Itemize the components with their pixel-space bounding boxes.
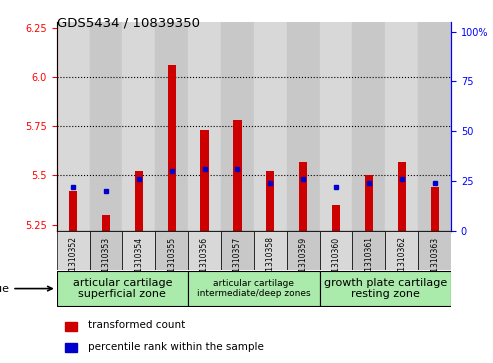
Bar (90, 22, 122, 231)
Bar (135, 171, 143, 231)
Bar (221, 231, 254, 270)
Bar (287, 22, 319, 231)
Bar (188, 271, 319, 306)
Bar (168, 65, 176, 231)
Bar (57, 231, 90, 270)
Text: GSM1310359: GSM1310359 (299, 237, 308, 287)
Bar (188, 22, 221, 231)
Text: GSM1310354: GSM1310354 (135, 237, 143, 287)
Bar (299, 162, 307, 231)
Text: articular cartilage
intermediate/deep zones: articular cartilage intermediate/deep zo… (197, 279, 311, 298)
Bar (221, 22, 254, 231)
Text: GSM1310358: GSM1310358 (266, 237, 275, 287)
Bar (57, 22, 90, 231)
Text: tissue: tissue (0, 284, 52, 294)
Text: GSM1310356: GSM1310356 (200, 237, 209, 287)
Text: GSM1310353: GSM1310353 (102, 237, 110, 287)
Bar (386, 231, 418, 270)
Text: GSM1310360: GSM1310360 (332, 237, 341, 287)
Text: transformed count: transformed count (88, 321, 185, 330)
Bar (352, 22, 386, 231)
Text: percentile rank within the sample: percentile rank within the sample (88, 342, 264, 352)
Bar (254, 231, 287, 270)
Bar (57, 271, 188, 306)
Bar (319, 22, 352, 231)
Bar (319, 231, 352, 270)
Bar (188, 231, 221, 270)
Text: GSM1310362: GSM1310362 (397, 237, 406, 287)
Bar (254, 22, 287, 231)
Bar (122, 22, 155, 231)
Bar (332, 205, 340, 231)
Bar (65, 343, 77, 352)
Bar (418, 22, 451, 231)
Bar (102, 215, 110, 231)
Bar (233, 120, 242, 231)
Bar (90, 231, 122, 270)
Text: GSM1310357: GSM1310357 (233, 237, 242, 287)
Bar (266, 171, 275, 231)
Bar (319, 271, 451, 306)
Bar (65, 322, 77, 331)
Bar (352, 231, 386, 270)
Bar (287, 231, 319, 270)
Bar (398, 162, 406, 231)
Text: GSM1310363: GSM1310363 (430, 237, 439, 287)
Text: GSM1310361: GSM1310361 (364, 237, 373, 287)
Text: GDS5434 / 10839350: GDS5434 / 10839350 (57, 16, 200, 29)
Text: articular cartilage
superficial zone: articular cartilage superficial zone (72, 278, 172, 299)
Text: GSM1310355: GSM1310355 (167, 237, 176, 287)
Bar (365, 175, 373, 231)
Text: GSM1310352: GSM1310352 (69, 237, 77, 287)
Bar (69, 191, 77, 231)
Bar (201, 130, 209, 231)
Bar (418, 231, 451, 270)
Bar (155, 231, 188, 270)
Text: growth plate cartilage
resting zone: growth plate cartilage resting zone (324, 278, 447, 299)
Bar (155, 22, 188, 231)
Bar (122, 231, 155, 270)
Bar (386, 22, 418, 231)
Bar (430, 187, 439, 231)
